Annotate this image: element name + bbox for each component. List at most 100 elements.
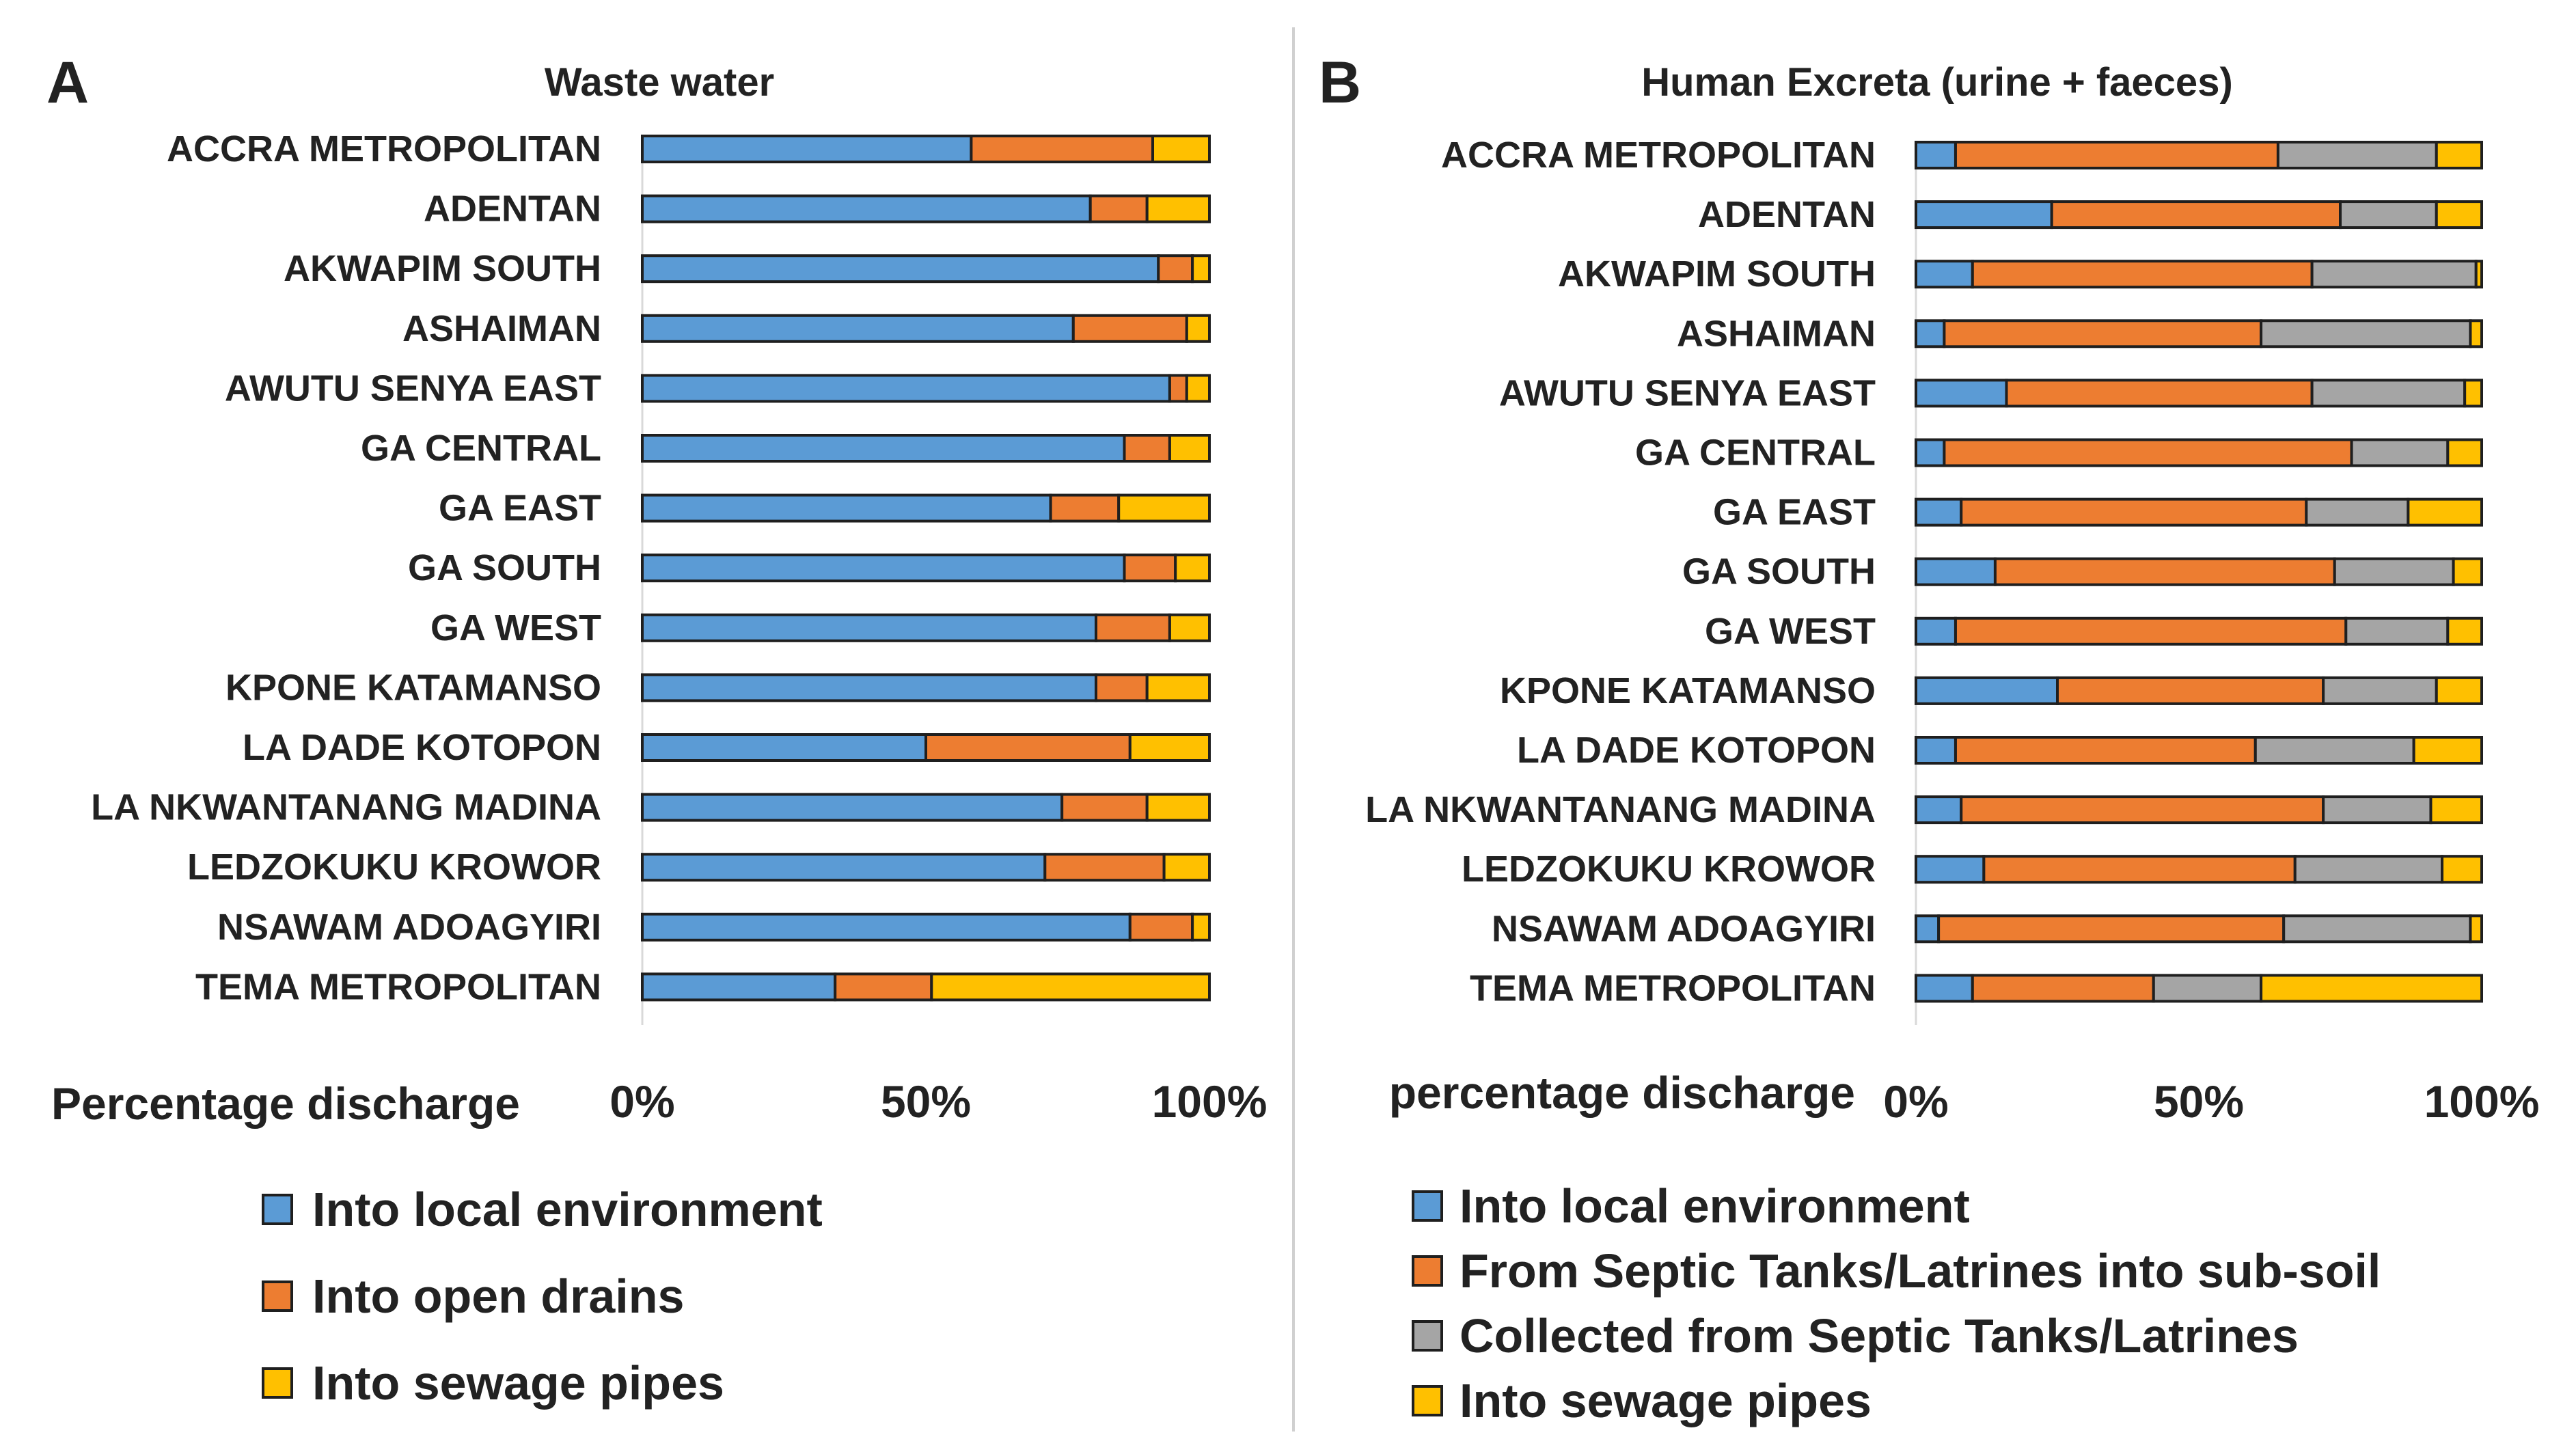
bar-segment: [1145, 793, 1211, 822]
bar-segment: [2322, 795, 2433, 825]
bar-segment: [1071, 314, 1188, 343]
bar-segment: [641, 374, 1171, 403]
bar-segment: [1943, 319, 2263, 348]
bar-segment: [1915, 379, 2008, 408]
bar-segment: [2429, 795, 2483, 825]
bar-segment: [2446, 616, 2484, 646]
bar-segment: [834, 972, 933, 1002]
legend-swatch: [262, 1194, 293, 1225]
legend: Into local environment From Septic Tanks/…: [1412, 1179, 2381, 1427]
legend-label: Into local environment: [1460, 1179, 1970, 1233]
category-label: TEMA METROPOLITAN: [1470, 968, 1876, 1009]
x-tick-label: 100%: [2424, 1076, 2540, 1127]
bar-segment: [2435, 200, 2484, 230]
chart-title: Waste water: [545, 60, 774, 105]
legend-label: From Septic Tanks/Latrines into sub-soil: [1460, 1244, 2381, 1298]
bar-segment: [1915, 974, 1974, 1003]
category-label: TEMA METROPOLITAN: [195, 966, 601, 1007]
bar-segment: [2005, 379, 2314, 408]
bar-segment: [2407, 497, 2484, 527]
bar-segment: [1915, 141, 1957, 169]
panel-b: B Human Excreta (urine + faeces) ACCRA MET…: [1319, 50, 2539, 1427]
category-label: LA NKWANTANANG MADINA: [1365, 789, 1876, 830]
bar-segment: [1937, 914, 2286, 944]
bar-segment: [1060, 793, 1149, 822]
category-label: GA EAST: [439, 488, 601, 529]
panel-letter: A: [46, 50, 89, 115]
bar-segment: [1993, 557, 2336, 586]
bar-segment: [1174, 553, 1211, 583]
bar-segment: [1151, 135, 1211, 163]
x-tick-label: 50%: [2154, 1076, 2244, 1127]
bar-segment: [1915, 557, 1997, 586]
bar-segment: [1954, 616, 2348, 646]
x-tick-label: 50%: [881, 1076, 971, 1127]
bar-segment: [2310, 379, 2467, 408]
category-label: LA NKWANTANANG MADINA: [91, 787, 601, 828]
bar-segment: [641, 673, 1097, 702]
category-label: LEDZOKUKU KROWOR: [1462, 849, 1876, 890]
bar-segment: [641, 553, 1126, 583]
bar-segment: [1954, 736, 2257, 765]
bar-segment: [1123, 553, 1177, 583]
bar-segment: [641, 135, 973, 163]
category-label: LEDZOKUKU KROWOR: [187, 847, 601, 888]
bar-segment: [2260, 974, 2484, 1003]
bar-segment: [2339, 200, 2438, 230]
bar-segment: [2253, 736, 2415, 765]
bar-segment: [1128, 733, 1211, 762]
bar-segment: [1915, 676, 2059, 705]
category-label: LA DADE KOTOPON: [1517, 730, 1876, 771]
legend-swatch: [1412, 1190, 1443, 1222]
legend: Into local environment Into open drains In…: [262, 1183, 823, 1410]
bar-segment: [1168, 613, 1211, 642]
legend-swatch: [262, 1367, 293, 1399]
bar-segment: [641, 493, 1052, 523]
bar-segment: [2463, 379, 2483, 408]
bar-segment: [2469, 914, 2483, 944]
category-label: AKWAPIM SOUTH: [1558, 254, 1876, 294]
bar-segment: [1128, 912, 1194, 942]
bar-segment: [641, 254, 1160, 284]
legend-label: Into local environment: [312, 1183, 823, 1236]
bar-segment: [1043, 853, 1166, 882]
bar-segment: [930, 972, 1211, 1002]
legend-label: Into open drains: [312, 1270, 684, 1323]
bar-segment: [1191, 254, 1211, 284]
bar-segment: [2056, 676, 2325, 705]
x-axis-title: Percentage discharge: [51, 1078, 520, 1129]
category-label: ACCRA METROPOLITAN: [167, 128, 601, 169]
legend-label: Collected from Septic Tanks/Latrines: [1460, 1309, 2299, 1362]
category-label: GA WEST: [430, 607, 601, 648]
bar-segment: [1123, 434, 1171, 463]
category-label: ASHAIMAN: [402, 308, 601, 349]
bar-segment: [1915, 855, 1986, 884]
legend-swatch: [1412, 1255, 1443, 1287]
bar-segment: [641, 733, 927, 762]
bar-segment: [1145, 194, 1211, 223]
category-label: GA SOUTH: [1682, 551, 1876, 592]
panel-letter: B: [1319, 50, 1361, 115]
bar-segment: [2305, 497, 2410, 527]
x-tick-label: 100%: [1152, 1076, 1268, 1127]
category-label: AKWAPIM SOUTH: [284, 248, 601, 289]
bar-segment: [1915, 914, 1941, 944]
chart-title: Human Excreta (urine + faeces): [1641, 60, 2233, 105]
bar-segment: [1960, 497, 2308, 527]
bar-segment: [2435, 141, 2484, 169]
category-label: GA WEST: [1705, 611, 1876, 652]
bar-segment: [970, 135, 1155, 163]
panel-a: A Waste water ACCRA METROPOLITAN ADENTAN AKW…: [46, 50, 1267, 1410]
category-label: ACCRA METROPOLITAN: [1441, 135, 1876, 176]
bar-segment: [641, 793, 1064, 822]
bar-segment: [2412, 736, 2483, 765]
bar-segment: [1117, 493, 1211, 523]
bar-segment: [2452, 557, 2484, 586]
bar-segment: [1915, 200, 2053, 230]
bar-segment: [2310, 260, 2478, 289]
legend-label: Into sewage pipes: [312, 1356, 724, 1410]
bar-segment: [1095, 673, 1149, 702]
legend-swatch: [1412, 1320, 1443, 1352]
bar-segment: [641, 613, 1097, 642]
bar-segment: [2322, 676, 2438, 705]
